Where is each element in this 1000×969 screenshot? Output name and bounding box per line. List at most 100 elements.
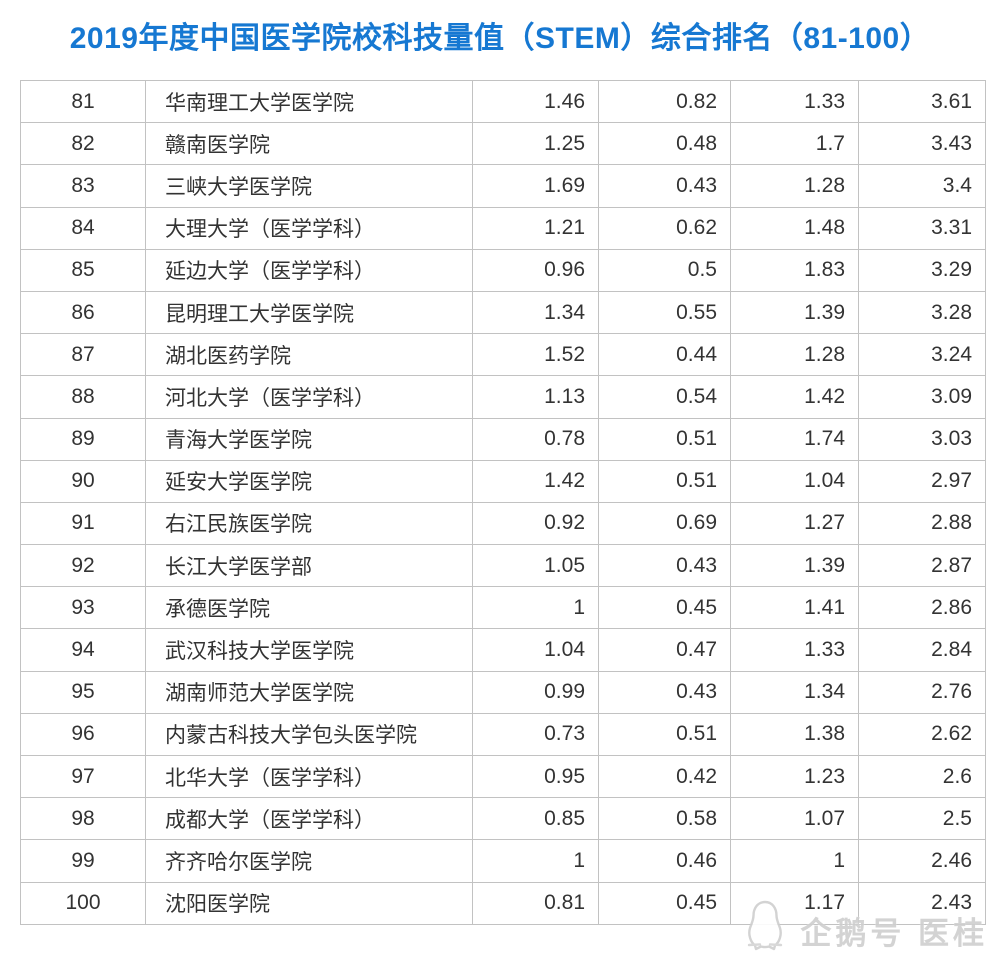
value1-cell: 1.25 (472, 122, 599, 166)
institution-cell: 武汉科技大学医学院 (145, 628, 473, 672)
total-cell: 2.43 (858, 881, 986, 925)
value3-cell: 1.83 (730, 248, 859, 292)
rank-cell: 98 (20, 797, 146, 841)
value2-cell: 0.48 (598, 122, 731, 166)
rank-cell: 89 (20, 417, 146, 461)
value2-cell: 0.62 (598, 206, 731, 250)
table-row: 98 成都大学（医学学科） 0.85 0.58 1.07 2.5 (20, 797, 986, 841)
institution-cell: 赣南医学院 (145, 122, 473, 166)
total-cell: 2.6 (858, 754, 986, 799)
total-cell: 3.31 (858, 206, 986, 250)
total-cell: 2.62 (858, 712, 986, 757)
value2-cell: 0.43 (598, 164, 731, 208)
value2-cell: 0.45 (598, 586, 731, 630)
institution-cell: 湖南师范大学医学院 (145, 670, 473, 714)
rank-cell: 93 (20, 586, 146, 630)
value3-cell: 1.42 (730, 375, 859, 419)
table-row: 99 齐齐哈尔医学院 1 0.46 1 2.46 (20, 839, 986, 883)
value1-cell: 0.96 (472, 248, 599, 292)
table-row: 93 承德医学院 1 0.45 1.41 2.86 (20, 586, 986, 630)
value1-cell: 1.04 (472, 628, 599, 672)
value1-cell: 1.05 (472, 544, 599, 588)
institution-cell: 内蒙古科技大学包头医学院 (145, 712, 473, 757)
table-row: 82 赣南医学院 1.25 0.48 1.7 3.43 (20, 122, 986, 166)
total-cell: 3.24 (858, 333, 986, 377)
rank-cell: 82 (20, 122, 146, 166)
total-cell: 2.86 (858, 586, 986, 630)
rank-cell: 83 (20, 164, 146, 208)
value3-cell: 1.48 (730, 206, 859, 250)
rank-cell: 86 (20, 290, 146, 335)
institution-cell: 延安大学医学院 (145, 459, 473, 503)
rank-cell: 90 (20, 459, 146, 503)
value2-cell: 0.55 (598, 290, 731, 335)
value2-cell: 0.46 (598, 839, 731, 883)
rank-cell: 99 (20, 839, 146, 883)
institution-cell: 延边大学（医学学科） (145, 248, 473, 292)
institution-cell: 承德医学院 (145, 586, 473, 630)
value3-cell: 1.28 (730, 333, 859, 377)
page-title: 2019年度中国医学院校科技量值（STEM）综合排名（81-100） (69, 22, 931, 55)
value3-cell: 1.33 (730, 79, 859, 124)
total-cell: 3.03 (858, 417, 986, 461)
value2-cell: 0.43 (598, 544, 731, 588)
institution-cell: 齐齐哈尔医学院 (145, 839, 473, 883)
value3-cell: 1.28 (730, 164, 859, 208)
table-row: 92 长江大学医学部 1.05 0.43 1.39 2.87 (20, 544, 986, 588)
table-row: 89 青海大学医学院 0.78 0.51 1.74 3.03 (20, 417, 986, 461)
value2-cell: 0.43 (598, 670, 731, 714)
value1-cell: 1.21 (472, 206, 599, 250)
total-cell: 3.43 (858, 122, 986, 166)
total-cell: 3.09 (858, 375, 986, 419)
table-row: 100 沈阳医学院 0.81 0.45 1.17 2.43 (20, 881, 986, 925)
value2-cell: 0.5 (598, 248, 731, 292)
value1-cell: 1.52 (472, 333, 599, 377)
institution-cell: 青海大学医学院 (145, 417, 473, 461)
rank-cell: 92 (20, 544, 146, 588)
total-cell: 3.4 (858, 164, 986, 208)
rank-cell: 97 (20, 754, 146, 799)
value3-cell: 1.74 (730, 417, 859, 461)
value2-cell: 0.51 (598, 417, 731, 461)
value2-cell: 0.45 (598, 881, 731, 925)
value1-cell: 1 (472, 586, 599, 630)
value1-cell: 0.81 (472, 881, 599, 925)
institution-cell: 北华大学（医学学科） (145, 754, 473, 799)
value1-cell: 1.34 (472, 290, 599, 335)
value3-cell: 1.17 (730, 881, 859, 925)
value3-cell: 1 (730, 839, 859, 883)
value1-cell: 1.46 (472, 79, 599, 124)
value2-cell: 0.58 (598, 797, 731, 841)
institution-cell: 昆明理工大学医学院 (145, 290, 473, 335)
value1-cell: 1.13 (472, 375, 599, 419)
rank-cell: 87 (20, 333, 146, 377)
rank-cell: 91 (20, 501, 146, 546)
total-cell: 3.28 (858, 290, 986, 335)
value2-cell: 0.54 (598, 375, 731, 419)
value1-cell: 1.42 (472, 459, 599, 503)
institution-cell: 长江大学医学部 (145, 544, 473, 588)
value3-cell: 1.04 (730, 459, 859, 503)
institution-cell: 右江民族医学院 (145, 501, 473, 546)
value3-cell: 1.39 (730, 290, 859, 335)
value3-cell: 1.27 (730, 501, 859, 546)
table-row: 87 湖北医药学院 1.52 0.44 1.28 3.24 (20, 333, 986, 377)
rank-cell: 95 (20, 670, 146, 714)
ranking-table: 81 华南理工大学医学院 1.46 0.82 1.33 3.61 82 赣南医学… (20, 79, 986, 925)
value1-cell: 0.99 (472, 670, 599, 714)
value1-cell: 0.95 (472, 754, 599, 799)
total-cell: 2.76 (858, 670, 986, 714)
institution-cell: 沈阳医学院 (145, 881, 473, 925)
institution-cell: 成都大学（医学学科） (145, 797, 473, 841)
value2-cell: 0.47 (598, 628, 731, 672)
table-row: 96 内蒙古科技大学包头医学院 0.73 0.51 1.38 2.62 (20, 712, 986, 757)
institution-cell: 大理大学（医学学科） (145, 206, 473, 250)
rank-cell: 100 (20, 881, 146, 925)
table-row: 91 右江民族医学院 0.92 0.69 1.27 2.88 (20, 501, 986, 546)
value2-cell: 0.51 (598, 712, 731, 757)
table-row: 85 延边大学（医学学科） 0.96 0.5 1.83 3.29 (20, 248, 986, 292)
value3-cell: 1.38 (730, 712, 859, 757)
institution-cell: 华南理工大学医学院 (145, 79, 473, 124)
value1-cell: 1.69 (472, 164, 599, 208)
